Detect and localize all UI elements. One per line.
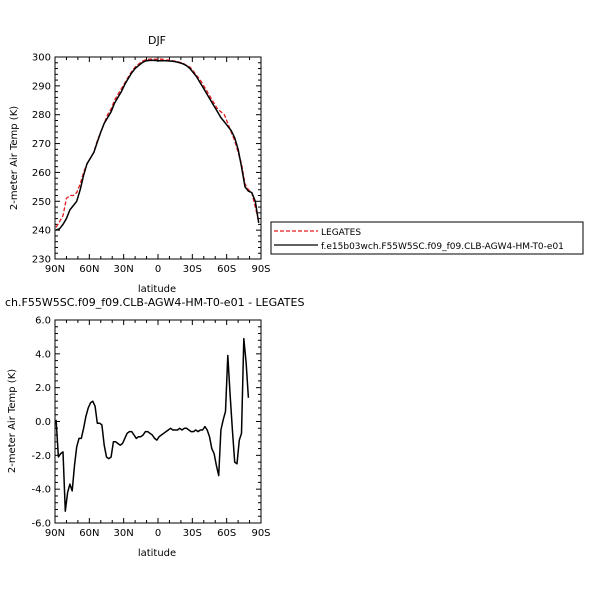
legend-box xyxy=(270,221,584,255)
legend-label-legates: LEGATES xyxy=(321,228,361,238)
legend-label-model: f.e15b03wch.F55W5SC.f09_f09.CLB-AGW4-HM-… xyxy=(321,242,564,252)
top-y-tick-label: 260 xyxy=(32,168,51,179)
top-y-axis-label: 2-meter Air Temp (K) xyxy=(9,106,20,210)
bottom-x-tick-label: 30N xyxy=(114,528,134,539)
bottom-axis-ticks: 90N 60N 30N 0 30S 60S 90S -6.0 -4.0 -2.0 0.0 2.0 4.0… xyxy=(31,316,270,540)
top-y-tick-label: 300 xyxy=(32,53,51,64)
bottom-series-lines xyxy=(55,337,250,512)
legend: LEGATES f.e15b03wch.F55W5SC.f09_f09.CLB-… xyxy=(270,221,584,255)
top-series-lines xyxy=(55,58,260,231)
top-y-tick-label: 270 xyxy=(32,139,51,150)
bottom-chart-title: ch.F55W5SC.f09_f09.CLB-AGW4-HM-T0-e01 - … xyxy=(5,296,304,309)
top-x-tick-label: 90N xyxy=(45,264,65,275)
top-y-tick-label: 290 xyxy=(32,81,51,92)
bottom-y-axis-label: 2-meter Air Temp (K) xyxy=(7,369,18,473)
bottom-x-tick-label: 90S xyxy=(251,528,270,539)
bottom-y-tick-label: 4.0 xyxy=(35,349,51,360)
top-x-tick-label: 30S xyxy=(183,264,202,275)
top-y-tick-label: 280 xyxy=(32,110,51,121)
top-y-tick-label: 250 xyxy=(32,197,51,208)
top-x-tick-label: 60S xyxy=(217,264,236,275)
bottom-y-tick-label: -6.0 xyxy=(31,519,51,530)
top-panel: DJF 90N 60N 30N 0 30S 60S 90S 230 240 250 260 270 28… xyxy=(9,34,271,295)
bottom-series-line-1 xyxy=(55,337,250,512)
top-y-tick-label: 230 xyxy=(32,255,51,266)
top-axis-ticks: 90N 60N 30N 0 30S 60S 90S 230 240 250 260 270 280 290… xyxy=(32,53,271,276)
bottom-y-tick-label: 2.0 xyxy=(35,383,51,394)
bottom-x-tick-label: 60N xyxy=(79,528,99,539)
top-y-tick-label: 240 xyxy=(32,226,51,237)
bottom-y-tick-label: -4.0 xyxy=(31,485,51,496)
top-x-tick-label: 60N xyxy=(79,264,99,275)
bottom-y-tick-label: 0.0 xyxy=(35,417,51,428)
bottom-plot-frame xyxy=(54,319,262,524)
top-x-tick-label: 0 xyxy=(155,264,161,275)
bottom-y-tick-label: -2.0 xyxy=(31,451,51,462)
top-chart-title: DJF xyxy=(148,34,166,47)
top-x-tick-label: 30N xyxy=(114,264,134,275)
bottom-x-tick-label: 90N xyxy=(45,528,65,539)
bottom-panel: ch.F55W5SC.f09_f09.CLB-AGW4-HM-T0-e01 - … xyxy=(5,296,304,559)
bottom-x-tick-label: 0 xyxy=(155,528,161,539)
top-series-line-1 xyxy=(55,58,260,228)
bottom-x-axis-label: latitude xyxy=(138,548,176,559)
bottom-y-tick-label: 6.0 xyxy=(35,316,51,327)
bottom-x-tick-label: 30S xyxy=(183,528,202,539)
top-x-axis-label: latitude xyxy=(138,284,176,295)
top-plot-frame xyxy=(54,56,262,260)
bottom-x-tick-label: 60S xyxy=(217,528,236,539)
top-x-tick-label: 90S xyxy=(251,264,270,275)
top-series-line-2 xyxy=(55,59,260,231)
